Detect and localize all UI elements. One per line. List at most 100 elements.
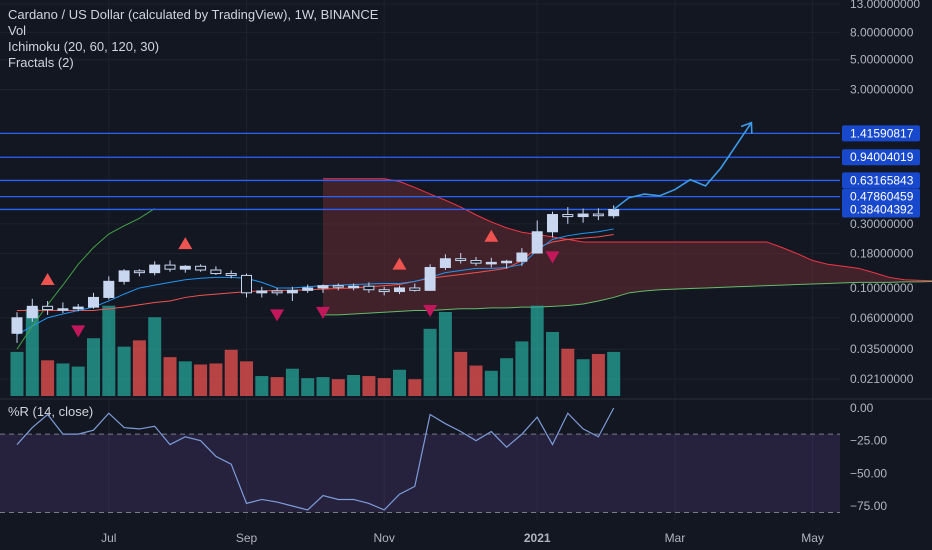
- horizontal-price-lines[interactable]: [0, 132, 840, 211]
- volume-bar: [87, 338, 100, 396]
- volume-bar: [117, 346, 131, 396]
- projection-arrow[interactable]: [613, 121, 753, 211]
- candle-body: [302, 287, 314, 291]
- volume-bar: [561, 348, 575, 396]
- candle-body: [26, 305, 38, 319]
- time-tick-label: Jul: [101, 531, 116, 545]
- candle-body: [592, 213, 604, 217]
- candle-body: [210, 269, 222, 275]
- candle-body: [72, 306, 84, 310]
- volume-bar: [102, 305, 116, 396]
- fractal-markers: [40, 229, 560, 338]
- time-tick-label: Nov: [374, 531, 395, 545]
- time-tick-label: Sep: [236, 531, 258, 545]
- price-label: 1.41590817: [850, 126, 914, 140]
- leading-span-b: [323, 280, 932, 316]
- volume-bar: [331, 379, 345, 396]
- lagging-span: [16, 208, 155, 350]
- ichimoku-cloud: [323, 178, 932, 316]
- volume-bar: [591, 354, 605, 396]
- volume-bar: [362, 376, 376, 396]
- candle-body: [470, 260, 482, 264]
- candle-body: [256, 290, 268, 294]
- volume-bar: [301, 378, 315, 396]
- wr-line: [16, 407, 615, 511]
- volume-bar: [209, 363, 223, 396]
- price-label-box: [842, 125, 920, 142]
- candle-body: [164, 264, 176, 270]
- base-line: [17, 234, 614, 311]
- price-label-box: [842, 188, 920, 205]
- candle-body: [424, 267, 436, 291]
- candle-body: [225, 273, 237, 276]
- candle-body: [409, 287, 421, 291]
- indicator-ichimoku-label[interactable]: Ichimoku (20, 60, 120, 30): [8, 39, 160, 54]
- price-label: 0.47860459: [850, 190, 914, 204]
- volume-bar: [224, 349, 238, 396]
- fractal-down-marker: [545, 251, 560, 264]
- volume-bar: [148, 317, 162, 396]
- fractal-up-marker: [392, 257, 407, 270]
- volume-bar: [194, 364, 208, 396]
- candle-body: [455, 258, 467, 262]
- candle-body: [103, 280, 115, 298]
- candle-body: [118, 270, 130, 282]
- volume-bar: [454, 351, 468, 396]
- price-tick-label: 0.18000000: [850, 247, 914, 261]
- candle-body: [547, 214, 558, 233]
- candle-body: [57, 308, 69, 311]
- volume-bar: [393, 369, 406, 396]
- volume-bar: [163, 357, 177, 396]
- cloud-fill: [323, 178, 932, 315]
- candle-body: [271, 290, 283, 294]
- fractal-down-marker: [71, 325, 86, 338]
- price-tick-label: 0.10000000: [850, 281, 914, 295]
- price-tick-label: 0.02100000: [850, 372, 914, 386]
- price-label: 0.38404392: [850, 202, 914, 216]
- volume-histogram: [10, 305, 621, 396]
- candle-body: [363, 285, 375, 291]
- candle-body: [378, 289, 390, 293]
- fractal-down-marker: [270, 309, 285, 322]
- candle-body: [88, 296, 99, 308]
- price-tick-label: 0.30000000: [850, 217, 914, 231]
- volume-bar: [25, 308, 39, 396]
- chart-title[interactable]: Cardano / US Dollar (calculated by Tradi…: [8, 7, 379, 22]
- conversion-line: [16, 228, 614, 335]
- volume-bar: [240, 361, 253, 396]
- volume-bar: [377, 378, 391, 396]
- candlestick-series[interactable]: [11, 205, 620, 343]
- volume-bar: [71, 366, 85, 396]
- volume-bar: [469, 365, 483, 396]
- candle-body: [179, 265, 191, 270]
- price-tick-label: 3.00000000: [850, 83, 914, 97]
- price-tick-label: 13.00000000: [850, 0, 920, 11]
- volume-bar: [423, 328, 437, 396]
- volume-bar: [132, 340, 146, 396]
- indicator-fractals-label[interactable]: Fractals (2): [8, 55, 74, 70]
- candle-body: [394, 287, 405, 293]
- price-label: 0.63165843: [850, 173, 914, 187]
- volume-bar: [56, 363, 70, 396]
- price-axis[interactable]: 13.00000000 8.00000000 5.00000000 3.0000000…: [842, 0, 920, 513]
- price-tick-label: 8.00000000: [850, 25, 914, 39]
- grid: [0, 0, 840, 520]
- volume-bar: [484, 370, 498, 396]
- williams-r-label[interactable]: %R (14, close): [8, 404, 94, 419]
- volume-bar: [285, 368, 299, 396]
- candle-body: [531, 231, 543, 254]
- price-label-box: [842, 149, 920, 166]
- wr-tick-label: −75.00: [850, 499, 887, 513]
- candle-body: [317, 285, 329, 289]
- volume-bar: [316, 377, 330, 396]
- candle-body: [149, 264, 161, 274]
- time-axis[interactable]: Jul Sep Nov 2021 Mar May: [101, 531, 824, 545]
- candle-body: [11, 317, 23, 334]
- volume-bar: [10, 351, 24, 396]
- volume-bar: [607, 351, 621, 396]
- candle-body: [516, 252, 528, 262]
- ichimoku-lines: [16, 208, 614, 350]
- wr-tick-label: −25.00: [850, 434, 887, 448]
- indicator-vol-label[interactable]: Vol: [8, 23, 27, 38]
